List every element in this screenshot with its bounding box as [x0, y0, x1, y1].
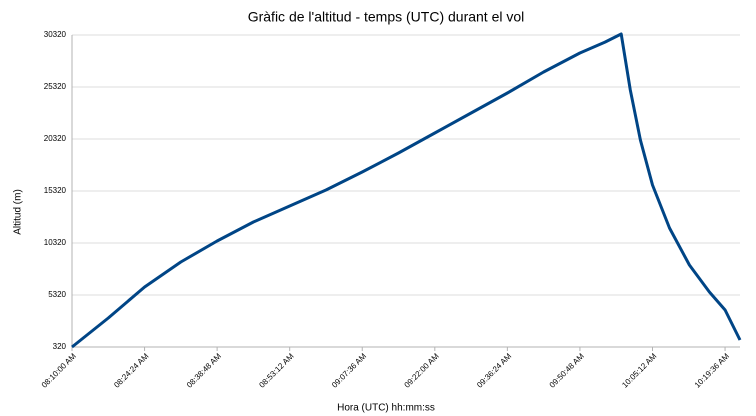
x-tick-label: 09:22:00 AM: [403, 351, 441, 389]
x-tick-label: 09:50:48 AM: [548, 351, 586, 389]
x-tick-label: 10:05:12 AM: [620, 351, 658, 389]
y-tick-label: 10320: [44, 238, 67, 247]
x-tick-label: 08:10:00 AM: [40, 351, 78, 389]
y-tick-label: 5320: [48, 290, 66, 299]
x-tick-label: 09:07:36 AM: [330, 351, 368, 389]
x-tick-label: 08:38:48 AM: [185, 351, 223, 389]
y-tick-label: 25320: [44, 82, 67, 91]
x-axis-label: Hora (UTC) hh:mm:ss: [337, 403, 435, 414]
y-axis-label: Altitud (m): [13, 189, 24, 235]
chart-title: Gràfic de l'altitud - temps (UTC) durant…: [248, 9, 525, 25]
y-tick-label: 320: [53, 342, 67, 351]
x-tick-label: 08:53:12 AM: [257, 351, 295, 389]
x-tick-label: 09:36:24 AM: [475, 351, 513, 389]
y-tick-label: 15320: [44, 186, 67, 195]
altitude-line: [71, 32, 742, 349]
y-tick-label: 30320: [44, 30, 67, 39]
y-tick-label: 20320: [44, 134, 67, 143]
x-tick-label: 08:24:24 AM: [112, 351, 150, 389]
x-tick-label: 10:19:36 AM: [693, 351, 731, 389]
